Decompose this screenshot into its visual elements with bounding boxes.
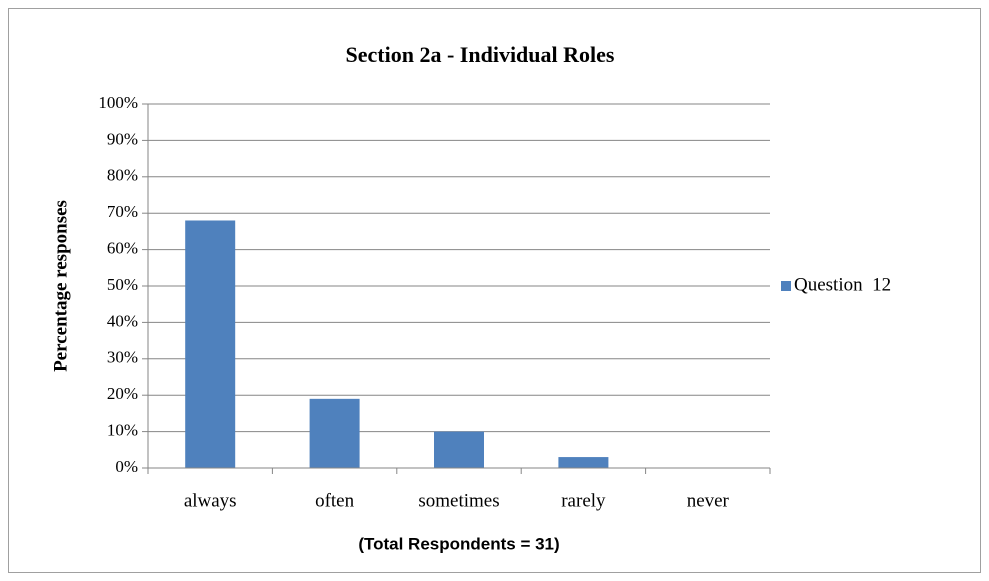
chart-title: Section 2a - Individual Roles <box>346 42 615 67</box>
legend-label: Question 12 <box>794 274 891 295</box>
y-tick-label: 40% <box>107 311 138 330</box>
x-tick-label: often <box>315 490 355 511</box>
y-tick-label: 30% <box>107 348 138 367</box>
y-tick-label: 20% <box>107 384 138 403</box>
legend-swatch <box>781 281 791 291</box>
x-tick-label: never <box>687 490 730 511</box>
y-tick-label: 90% <box>107 129 138 148</box>
bar <box>185 220 236 468</box>
x-tick-label: rarely <box>561 490 606 511</box>
y-tick-label: 60% <box>107 239 138 258</box>
y-tick-label: 80% <box>107 166 138 185</box>
bar <box>434 431 484 468</box>
y-tick-label: 50% <box>107 275 138 294</box>
x-tick-label: always <box>184 490 237 511</box>
y-tick-label: 100% <box>98 93 138 112</box>
bar <box>558 457 609 468</box>
y-axis-label: Percentage responses <box>50 200 71 372</box>
x-tick-label: sometimes <box>418 490 499 511</box>
x-axis-label: (Total Respondents = 31) <box>358 534 559 553</box>
chart-frame <box>8 8 981 573</box>
y-tick-label: 10% <box>107 421 138 440</box>
y-tick-label: 70% <box>107 202 138 221</box>
y-tick-label: 0% <box>115 457 138 476</box>
bar <box>309 398 360 468</box>
